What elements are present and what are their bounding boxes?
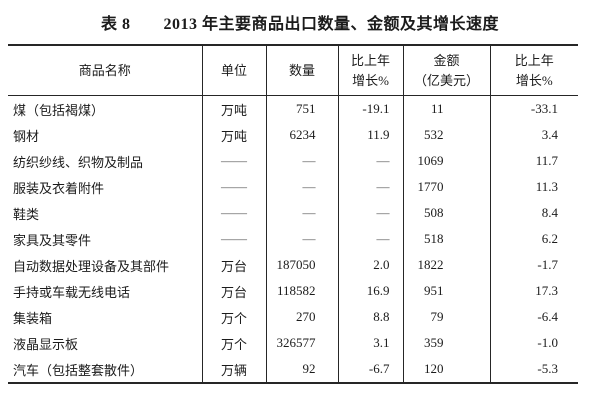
cell-amount: 79 [402, 304, 490, 330]
cell-quantity-growth: 8.8 [337, 304, 403, 330]
cell-quantity: 270 [265, 304, 338, 330]
cell-unit: —— [201, 148, 266, 174]
cell-quantity: 326577 [265, 330, 338, 356]
cell-quantity-growth: — [337, 226, 403, 252]
cell-amount: 532 [402, 122, 490, 148]
cell-amount: 1770 [402, 174, 490, 200]
cell-quantity-growth: 2.0 [337, 252, 403, 278]
cell-amount-growth: -33.1 [489, 95, 578, 122]
cell-quantity-growth: -6.7 [337, 356, 403, 383]
cell-unit: 万台 [201, 252, 266, 278]
cell-quantity: — [265, 200, 338, 226]
cell-quantity-growth: 3.1 [337, 330, 403, 356]
cell-amount-growth: 3.4 [489, 122, 578, 148]
cell-amount: 518 [402, 226, 490, 252]
table-row: 鞋类 —— — —508 8.4 [8, 200, 578, 226]
cell-amount-growth: 11.3 [489, 174, 578, 200]
cell-quantity-growth: — [337, 200, 403, 226]
cell-amount-growth: 17.3 [489, 278, 578, 304]
cell-quantity-growth: -19.1 [337, 95, 403, 122]
cell-quantity-growth: — [337, 174, 403, 200]
cell-unit: 万个 [201, 304, 266, 330]
header-unit: 单位 [201, 45, 266, 96]
table-row: 自动数据处理设备及其部件 万台 187050 2.0 1822 -1.7 [8, 252, 578, 278]
cell-quantity: 118582 [265, 278, 338, 304]
cell-product-name: 集装箱 [13, 310, 53, 326]
cell-quantity: — [265, 174, 338, 200]
table-row: 服装及衣着附件 —— — —1770 11.3 [8, 174, 578, 200]
cell-quantity: — [265, 226, 338, 252]
export-stats-table: 商品名称 单位 数量 比上年 增长% 金额 （亿美元） 比上年 增长% 煤（包括… [8, 44, 578, 384]
header-quantity: 数量 [265, 45, 338, 96]
table-row: 集装箱 万个 270 8.8 79 -6.4 [8, 304, 578, 330]
cell-amount: 951 [402, 278, 490, 304]
cell-product-name: 钢材 [13, 128, 40, 144]
cell-unit: —— [201, 226, 266, 252]
header-row: 商品名称 单位 数量 比上年 增长% 金额 （亿美元） 比上年 增长% [8, 45, 578, 96]
table-row: 汽车（包括整套散件） 万辆 92 -6.7 120 -5.3 [8, 356, 578, 383]
cell-unit: 万个 [201, 330, 266, 356]
cell-product-name: 服装及衣着附件 [13, 180, 105, 196]
cell-amount: 1069 [402, 148, 490, 174]
cell-product-name: 自动数据处理设备及其部件 [13, 258, 170, 274]
cell-amount-growth: -5.3 [489, 356, 578, 383]
cell-product-name: 汽车（包括整套散件） [13, 362, 144, 378]
cell-amount-growth: 8.4 [489, 200, 578, 226]
cell-quantity: 751 [265, 95, 338, 122]
cell-quantity: 92 [265, 356, 338, 383]
cell-amount-growth: 11.7 [489, 148, 578, 174]
cell-quantity: — [265, 148, 338, 174]
table-row: 手持或车载无线电话 万台 118582 16.9 951 17.3 [8, 278, 578, 304]
table-row: 液晶显示板 万个 326577 3.1 359 -1.0 [8, 330, 578, 356]
cell-quantity-growth: 11.9 [337, 122, 403, 148]
cell-unit: —— [201, 200, 266, 226]
cell-product-name: 煤（包括褐煤） [13, 102, 105, 118]
cell-amount-growth: -1.0 [489, 330, 578, 356]
table-row: 纺织纱线、织物及制品 —— — —1069 11.7 [8, 148, 578, 174]
cell-quantity: 6234 [265, 122, 338, 148]
cell-quantity: 187050 [265, 252, 338, 278]
cell-quantity-growth: — [337, 148, 403, 174]
header-amount: 金额 （亿美元） [402, 45, 490, 96]
cell-amount-growth: -1.7 [489, 252, 578, 278]
cell-amount: 1822 [402, 252, 490, 278]
cell-product-name: 纺织纱线、织物及制品 [13, 154, 144, 170]
cell-amount: 120 [402, 356, 490, 383]
cell-unit: 万吨 [201, 95, 266, 122]
header-quantity-growth: 比上年 增长% [337, 45, 403, 96]
table-row: 钢材 万吨 6234 11.9 532 3.4 [8, 122, 578, 148]
cell-product-name: 液晶显示板 [13, 336, 79, 352]
cell-amount: 11 [402, 95, 490, 122]
header-amount-growth: 比上年 增长% [489, 45, 578, 96]
cell-unit: 万吨 [201, 122, 266, 148]
cell-amount: 508 [402, 200, 490, 226]
table-row: 家具及其零件 —— — —518 6.2 [8, 226, 578, 252]
cell-unit: 万辆 [201, 356, 266, 383]
cell-quantity-growth: 16.9 [337, 278, 403, 304]
header-product-name: 商品名称 [8, 45, 202, 96]
cell-product-name: 手持或车载无线电话 [13, 284, 131, 300]
cell-product-name: 家具及其零件 [13, 232, 92, 248]
cell-amount: 359 [402, 330, 490, 356]
cell-unit: —— [201, 174, 266, 200]
table-row: 煤（包括褐煤） 万吨 751 -19.1 11 -33.1 [8, 95, 578, 122]
table-title: 表 8 2013 年主要商品出口数量、金额及其增长速度 [100, 16, 499, 33]
cell-product-name: 鞋类 [13, 206, 40, 222]
cell-amount-growth: -6.4 [489, 304, 578, 330]
cell-unit: 万台 [201, 278, 266, 304]
cell-amount-growth: 6.2 [489, 226, 578, 252]
